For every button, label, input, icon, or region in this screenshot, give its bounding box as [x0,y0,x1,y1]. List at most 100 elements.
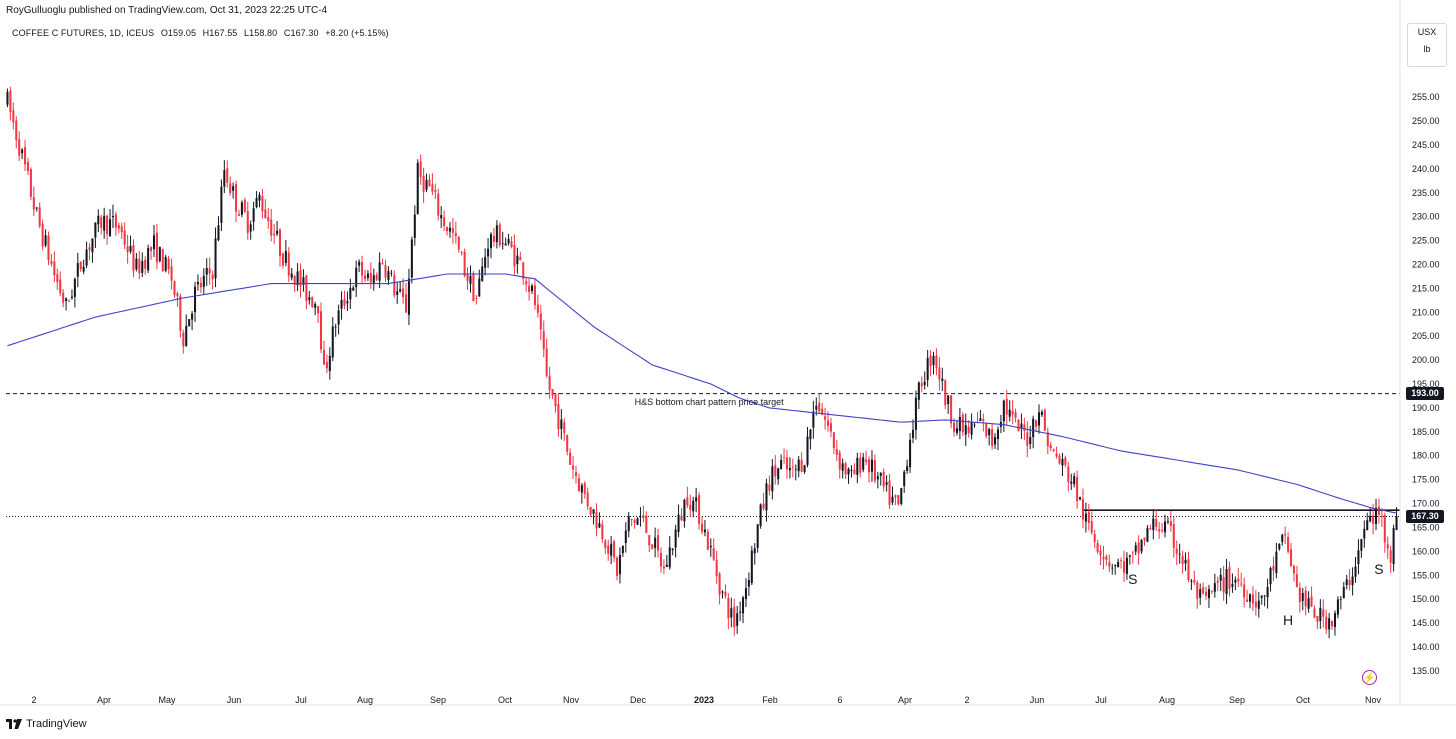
candle-body [1105,556,1108,561]
candle-body [41,223,44,247]
candle-body [1002,400,1005,422]
candle-body [589,506,592,515]
candle-body [1357,550,1360,565]
candle-body [249,224,252,232]
candle-body [601,524,604,540]
candle-body [399,289,402,292]
candle-body [712,548,715,560]
candle-body [806,436,809,465]
candle-body [413,214,416,238]
candle-body [202,275,205,288]
candle-body [706,531,709,550]
candle-body [65,298,68,302]
candle-body [961,414,964,432]
candle-body [1070,481,1073,484]
candle-body [1260,595,1263,598]
candle-body [293,276,296,285]
candle-body [53,261,56,276]
candle-body [1152,518,1155,530]
candle-body [478,278,481,297]
candle-body [563,422,566,433]
candle-body [1298,587,1301,603]
candle-body [1272,565,1275,571]
unit-selector[interactable]: USX lb [1407,23,1447,67]
candle-body [542,331,545,350]
candle-body [419,161,422,177]
candle-body [592,509,595,514]
candle-body [495,225,498,243]
candle-body [531,285,534,292]
candle-body [665,564,668,567]
legend-high: H167.55 [202,28,238,38]
candle-body [158,246,161,261]
candle-body [1005,399,1008,415]
candle-body [551,389,554,396]
candle-body [276,230,279,234]
candle-body [67,300,71,302]
candle-body [1243,584,1246,598]
candle-body [777,468,780,480]
candle-body [941,378,944,382]
candle-body [191,313,194,320]
candle-body [59,279,62,294]
candle-body [900,488,903,504]
candle-body [1169,521,1172,526]
candle-body [152,235,156,250]
candle-body [516,255,519,265]
candle-body [305,275,308,302]
time-tick-label: Oct [498,695,513,705]
candle-body [38,207,41,227]
candle-body [267,217,270,222]
candle-body [1081,498,1084,520]
legend-close: C167.30 [283,28,319,38]
candle-body [402,288,405,298]
candle-body [1166,521,1169,523]
candle-body [246,211,249,234]
candle-body [1099,550,1102,556]
candle-body [18,139,21,156]
candle-body [604,540,607,549]
candle-body [211,274,214,280]
candle-body [232,186,235,191]
candle-body [1295,574,1298,587]
time-tick-label: 2 [964,695,969,705]
candle-body [557,404,560,430]
price-tick-label: 230.00 [1412,212,1440,222]
candle-body [618,555,621,575]
candle-body [680,515,683,521]
candle-body [138,258,141,274]
candle-body [1178,554,1181,556]
candle-body [308,297,311,301]
candle-body [1313,608,1316,618]
candle-body [1120,560,1123,561]
candle-body [314,304,317,308]
candle-body [1114,564,1117,566]
candle-body [299,270,302,287]
candle-body [671,548,674,551]
candle-body [258,194,261,201]
candle-body [1316,615,1319,622]
candle-body [1020,423,1023,429]
candle-body [179,296,182,331]
candle-body [964,425,967,435]
lightning-icon[interactable]: ⚡ [1362,670,1377,685]
candle-body [659,552,662,567]
candle-body [281,253,284,266]
candle-body [141,261,144,273]
candle-body [317,306,320,314]
candle-body [150,247,153,252]
candle-body [1248,594,1252,602]
candle-body [302,277,305,285]
candle-body [909,439,912,468]
candle-body [88,247,91,251]
candle-body [1181,556,1184,565]
candle-body [358,261,361,266]
candle-body [759,504,762,526]
candle-body [1284,533,1287,536]
candle-body [322,350,325,365]
candle-body [82,266,85,272]
price-level-tag: 193.00 [1406,387,1444,401]
candle-body [489,234,493,249]
candle-body [595,511,598,529]
